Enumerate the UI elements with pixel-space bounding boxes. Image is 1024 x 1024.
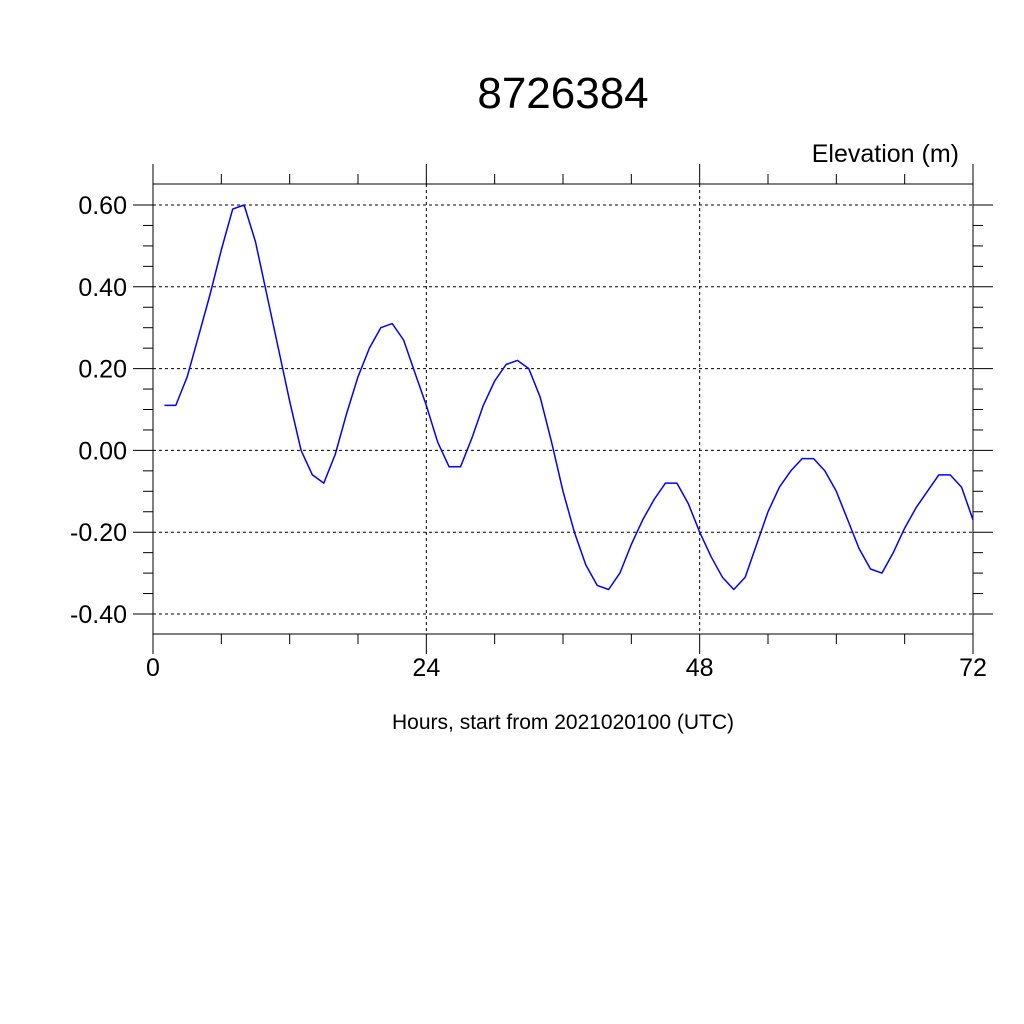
y-tick-label: -0.20 [70,519,127,547]
y-tick-label: 0.20 [78,356,127,384]
y-tick-labels: -0.40 -0.20 0.00 0.20 0.40 0.60 [70,192,127,629]
y-tick-label: 0.00 [78,437,127,465]
x-tick-label: 48 [686,654,714,682]
y-tick-label: 0.40 [78,274,127,302]
grid-lines [153,184,973,634]
x-axis-label: Hours, start from 2021020100 (UTC) [392,711,734,734]
chart-title: 8726384 [477,69,648,118]
series-line-elevation [164,204,974,591]
x-tick-labels: 0 24 48 72 [146,654,987,682]
x-tick-label: 72 [959,654,987,682]
y-tick-label: -0.40 [70,601,127,629]
axis-ticks [133,164,993,654]
x-tick-label: 24 [412,654,440,682]
chart-subtitle: Elevation (m) [812,140,959,168]
plot-frame [152,183,974,635]
series-group [164,204,974,591]
x-tick-label: 0 [146,654,160,682]
y-tick-label: 0.60 [78,192,127,220]
